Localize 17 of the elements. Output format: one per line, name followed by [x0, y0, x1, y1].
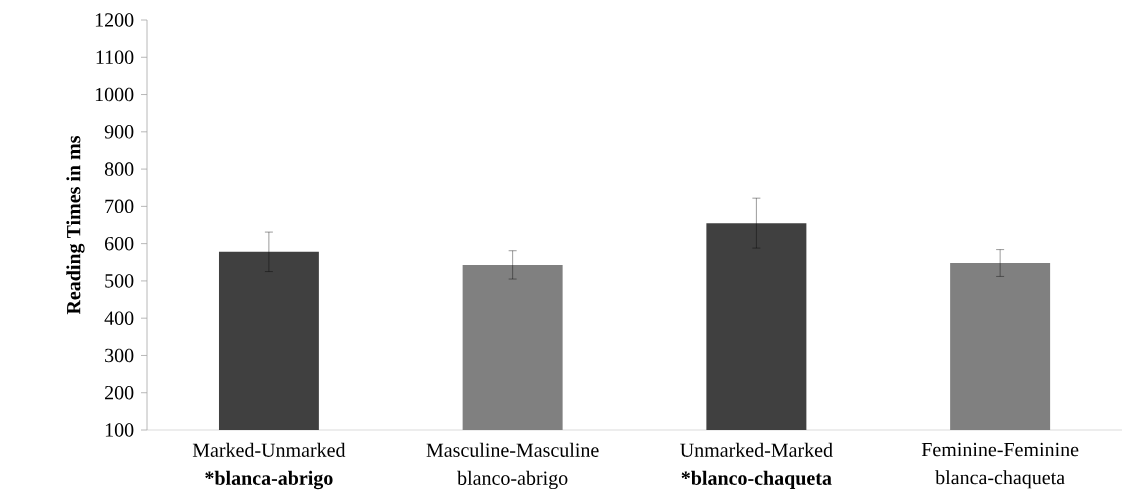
x-tick-label: Marked-Unmarked *blanca-abrigo: [192, 442, 346, 490]
x-tick-label: Feminine-Feminine blanca-chaqueta: [921, 442, 1079, 489]
y-tick-label: 1200: [95, 13, 134, 27]
y-tick-label: 900: [104, 125, 134, 139]
y-tick-label: 700: [105, 199, 134, 214]
y-tick-label: 200: [105, 385, 134, 400]
y-tick-label: 800: [104, 162, 134, 176]
y-axis-title: Reading Times in ms: [66, 135, 85, 315]
y-tick-label: 500: [105, 274, 134, 288]
y-tick-label: 300: [105, 348, 134, 363]
x-tick-label: Masculine-Masculine blanco-abrigo: [426, 442, 599, 490]
y-tick-label: 600: [105, 236, 134, 251]
y-tick-label: 100: [105, 423, 134, 437]
y-tick-label: 1000: [95, 87, 134, 102]
y-tick-label: 1100: [96, 50, 134, 65]
x-tick-label: Unmarked-Marked *blanco-chaqueta: [680, 442, 833, 489]
y-tick-label: 400: [104, 311, 134, 325]
